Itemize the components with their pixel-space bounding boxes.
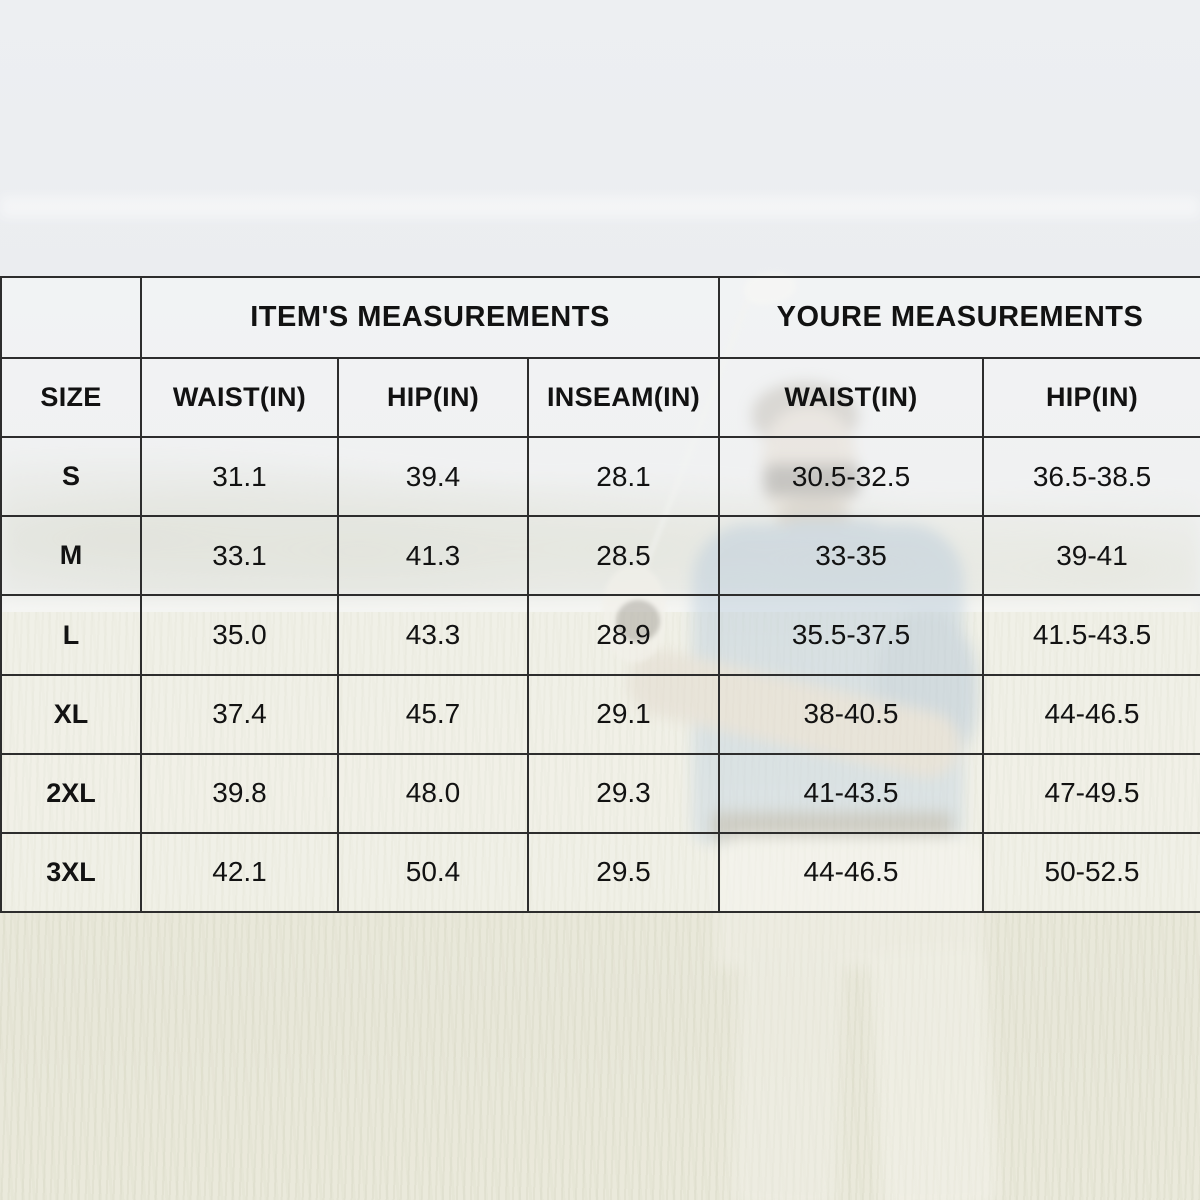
cell-value: 47-49.5 [981,752,1200,834]
cell-value: 33-35 [718,515,984,597]
cell-value: 31.1 [140,436,339,518]
cell-value: 28.5 [527,515,720,597]
cell-value: 44-46.5 [718,831,984,914]
cell-value: 39.8 [140,752,339,834]
cell-value: 39.4 [337,436,529,518]
cell-value: 50-52.5 [981,831,1200,914]
column-header-item-hip: HIP(IN) [337,357,529,439]
cell-value: 29.3 [527,752,720,834]
cell-value: 29.1 [527,673,720,755]
size-label: 2XL [0,752,142,834]
sky-haze-band [0,196,1200,218]
size-label: XL [0,673,142,755]
size-label: M [0,515,142,597]
size-label: S [0,436,142,518]
cell-value: 45.7 [337,673,529,755]
cell-value: 28.1 [527,436,720,518]
cell-value: 39-41 [981,515,1200,597]
cell-value: 33.1 [140,515,339,597]
table-row-m: M 33.1 41.3 28.5 33-35 39-41 [0,515,1200,597]
cell-value: 30.5-32.5 [718,436,984,518]
cell-value: 48.0 [337,752,529,834]
cell-value: 38-40.5 [718,673,984,755]
cell-value: 41-43.5 [718,752,984,834]
cell-value: 35.5-37.5 [718,594,984,676]
column-header-size: SIZE [0,357,142,439]
empty-corner-cell [0,275,142,360]
cell-value: 42.1 [140,831,339,914]
cell-value: 44-46.5 [981,673,1200,755]
table-row-xl: XL 37.4 45.7 29.1 38-40.5 44-46.5 [0,673,1200,755]
size-chart-table: ITEM'S MEASUREMENTS YOURE MEASUREMENTS S… [0,275,1200,914]
table-row-2xl: 2XL 39.8 48.0 29.3 41-43.5 47-49.5 [0,752,1200,834]
cell-value: 41.5-43.5 [981,594,1200,676]
column-header-your-waist: WAIST(IN) [718,357,984,439]
cell-value: 36.5-38.5 [981,436,1200,518]
group-header-row: ITEM'S MEASUREMENTS YOURE MEASUREMENTS [0,275,1200,360]
cell-value: 35.0 [140,594,339,676]
group-header-items-measurements: ITEM'S MEASUREMENTS [140,275,720,360]
cell-value: 43.3 [337,594,529,676]
column-header-item-waist: WAIST(IN) [140,357,339,439]
table-row-3xl: 3XL 42.1 50.4 29.5 44-46.5 50-52.5 [0,831,1200,914]
table-row-s: S 31.1 39.4 28.1 30.5-32.5 36.5-38.5 [0,436,1200,518]
group-header-youre-measurements: YOURE MEASUREMENTS [717,275,1200,360]
cell-value: 50.4 [337,831,529,914]
cell-value: 41.3 [337,515,529,597]
cell-value: 29.5 [527,831,720,914]
column-header-item-inseam: INSEAM(IN) [527,357,720,439]
column-header-your-hip: HIP(IN) [981,357,1200,439]
column-header-row: SIZE WAIST(IN) HIP(IN) INSEAM(IN) WAIST(… [0,357,1200,439]
table-row-l: L 35.0 43.3 28.9 35.5-37.5 41.5-43.5 [0,594,1200,676]
cell-value: 28.9 [527,594,720,676]
size-label: L [0,594,142,676]
cell-value: 37.4 [140,673,339,755]
size-label: 3XL [0,831,142,914]
